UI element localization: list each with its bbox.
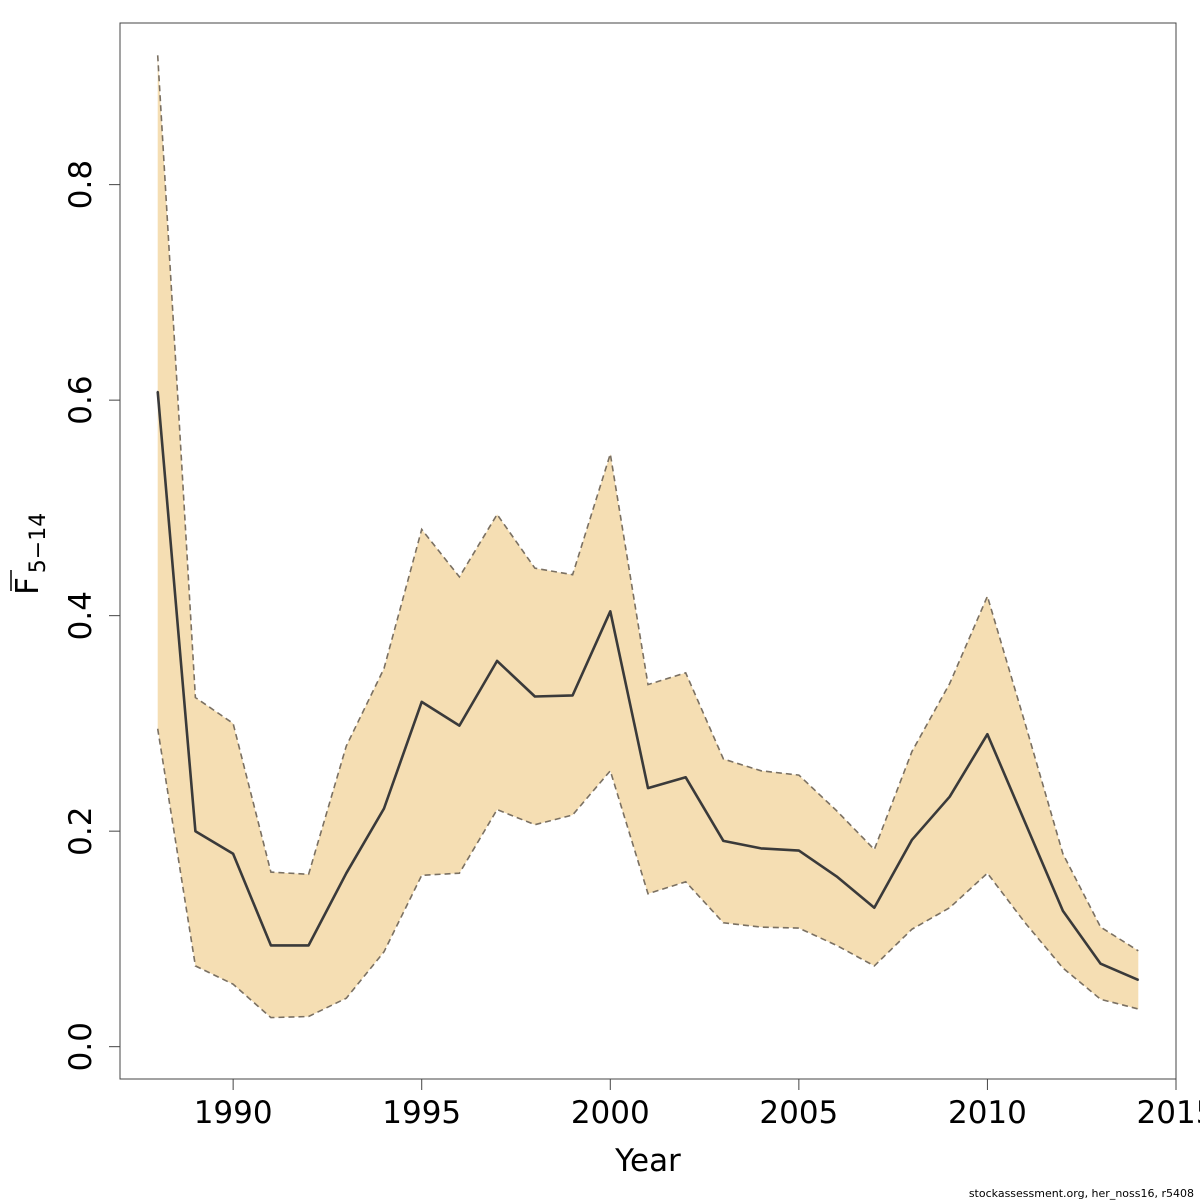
data-point-1993	[345, 872, 348, 874]
data-point-1988	[156, 390, 159, 393]
data-point-2014	[1137, 979, 1140, 981]
data-point-2005	[798, 849, 800, 852]
data-point-2004	[760, 847, 762, 850]
data-point-2000	[609, 610, 612, 613]
x-tick-label: 1990	[194, 1095, 273, 1131]
data-point-2013	[1099, 962, 1102, 965]
data-point-2003	[722, 840, 725, 842]
data-point-1991	[270, 944, 272, 947]
data-point-1999	[571, 694, 574, 697]
data-point-2007	[873, 906, 876, 909]
x-tick-label: 2000	[571, 1095, 650, 1131]
y-axis-title-subscript: 5−14	[26, 513, 51, 573]
x-axis-title: Year	[614, 1143, 681, 1179]
data-point-1994	[383, 807, 385, 810]
y-tick-label: 0.4	[63, 591, 99, 640]
data-point-1990	[232, 853, 234, 855]
data-point-1992	[307, 944, 310, 947]
data-point-2009	[948, 795, 951, 798]
y-tick-label: 0.0	[63, 1022, 99, 1071]
y-tick-label: 0.8	[63, 160, 99, 209]
x-axis: 1990 1995 2000 2005 2010 2015	[194, 1078, 1200, 1131]
data-point-1995	[420, 701, 423, 703]
data-point-2010	[986, 733, 989, 735]
data-point-1989	[194, 830, 197, 832]
data-point-2001	[647, 787, 649, 789]
estimate-line-layer	[156, 390, 1140, 982]
svg-text:F 5−14: F 5−14	[10, 513, 51, 595]
lower-bound-line	[156, 728, 1139, 1019]
data-point-1997	[496, 660, 498, 662]
y-axis: 0.0 0.2 0.4 0.6 0.8	[63, 160, 121, 1071]
data-point-2011	[1024, 821, 1026, 824]
x-tick-label: 1995	[382, 1095, 461, 1131]
upper-bound-line	[156, 55, 1139, 952]
data-point-2002	[684, 776, 687, 779]
data-point-1998	[534, 695, 536, 698]
data-point-2012	[1062, 910, 1064, 912]
data-point-1996	[458, 724, 461, 727]
y-tick-label: 0.6	[63, 375, 99, 424]
x-tick-label: 2015	[1137, 1095, 1200, 1131]
confidence-band-layer	[156, 55, 1139, 1019]
data-point-2008	[911, 839, 913, 841]
y-axis-title: F 5−14	[10, 513, 51, 595]
confidence-band	[157, 55, 1139, 1018]
data-point-2006	[835, 875, 838, 878]
y-axis-title-main: F	[10, 577, 46, 595]
x-tick-label: 2005	[759, 1095, 838, 1131]
footer-credit: stockassessment.org, her_noss16, r5408	[969, 1187, 1194, 1200]
y-tick-label: 0.2	[63, 807, 99, 856]
x-tick-label: 2010	[948, 1095, 1027, 1131]
